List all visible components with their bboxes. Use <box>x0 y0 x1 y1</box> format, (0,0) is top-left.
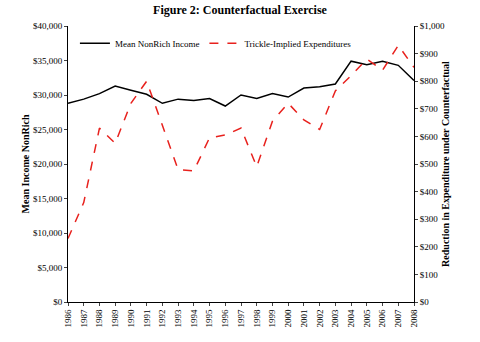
svg-text:Mean NonRich Income: Mean NonRich Income <box>115 39 199 49</box>
svg-text:$600: $600 <box>420 132 439 142</box>
svg-text:2005: 2005 <box>362 309 372 328</box>
svg-text:$10,000: $10,000 <box>33 228 63 238</box>
svg-text:$20,000: $20,000 <box>33 159 63 169</box>
svg-text:1999: 1999 <box>267 309 277 328</box>
svg-text:1986: 1986 <box>63 309 73 328</box>
svg-text:$30,000: $30,000 <box>33 90 63 100</box>
svg-text:$100: $100 <box>420 270 439 280</box>
svg-text:$5,000: $5,000 <box>37 263 62 273</box>
svg-text:$0: $0 <box>53 297 63 307</box>
svg-text:$800: $800 <box>420 76 439 86</box>
svg-text:$15,000: $15,000 <box>33 194 63 204</box>
svg-text:2008: 2008 <box>409 309 419 328</box>
svg-text:1994: 1994 <box>189 309 199 328</box>
svg-text:$300: $300 <box>420 214 439 224</box>
svg-text:1997: 1997 <box>236 309 246 328</box>
svg-text:1993: 1993 <box>173 309 183 328</box>
svg-text:2000: 2000 <box>283 309 293 328</box>
svg-text:1989: 1989 <box>110 309 120 328</box>
svg-text:1991: 1991 <box>142 310 152 328</box>
svg-text:1988: 1988 <box>94 309 104 328</box>
svg-text:Figure 2: Counterfactual Exerc: Figure 2: Counterfactual Exercise <box>153 3 328 17</box>
svg-text:2004: 2004 <box>346 309 356 328</box>
svg-text:1996: 1996 <box>220 309 230 328</box>
svg-text:2002: 2002 <box>315 310 325 328</box>
svg-text:$400: $400 <box>420 187 439 197</box>
svg-text:1992: 1992 <box>157 310 167 328</box>
svg-text:1990: 1990 <box>126 309 136 328</box>
svg-text:$500: $500 <box>420 159 439 169</box>
svg-text:Mean Income NonRich: Mean Income NonRich <box>20 114 31 213</box>
svg-text:$35,000: $35,000 <box>33 56 63 66</box>
svg-text:$0: $0 <box>420 297 430 307</box>
svg-text:$1,000: $1,000 <box>420 21 445 31</box>
svg-text:2006: 2006 <box>377 309 387 328</box>
svg-text:2003: 2003 <box>330 309 340 328</box>
svg-text:$40,000: $40,000 <box>33 21 63 31</box>
svg-text:$25,000: $25,000 <box>33 125 63 135</box>
svg-text:1995: 1995 <box>204 309 214 328</box>
svg-text:Reduction in Expenditure under: Reduction in Expenditure under Counterfa… <box>440 61 451 267</box>
svg-text:$900: $900 <box>420 49 439 59</box>
svg-text:1998: 1998 <box>252 309 262 328</box>
svg-text:2001: 2001 <box>299 310 309 328</box>
svg-text:2007: 2007 <box>393 309 403 328</box>
svg-text:1987: 1987 <box>79 309 89 328</box>
svg-text:$700: $700 <box>420 104 439 114</box>
svg-text:$200: $200 <box>420 242 439 252</box>
svg-text:Trickle-Implied Expenditures: Trickle-Implied Expenditures <box>244 39 351 49</box>
